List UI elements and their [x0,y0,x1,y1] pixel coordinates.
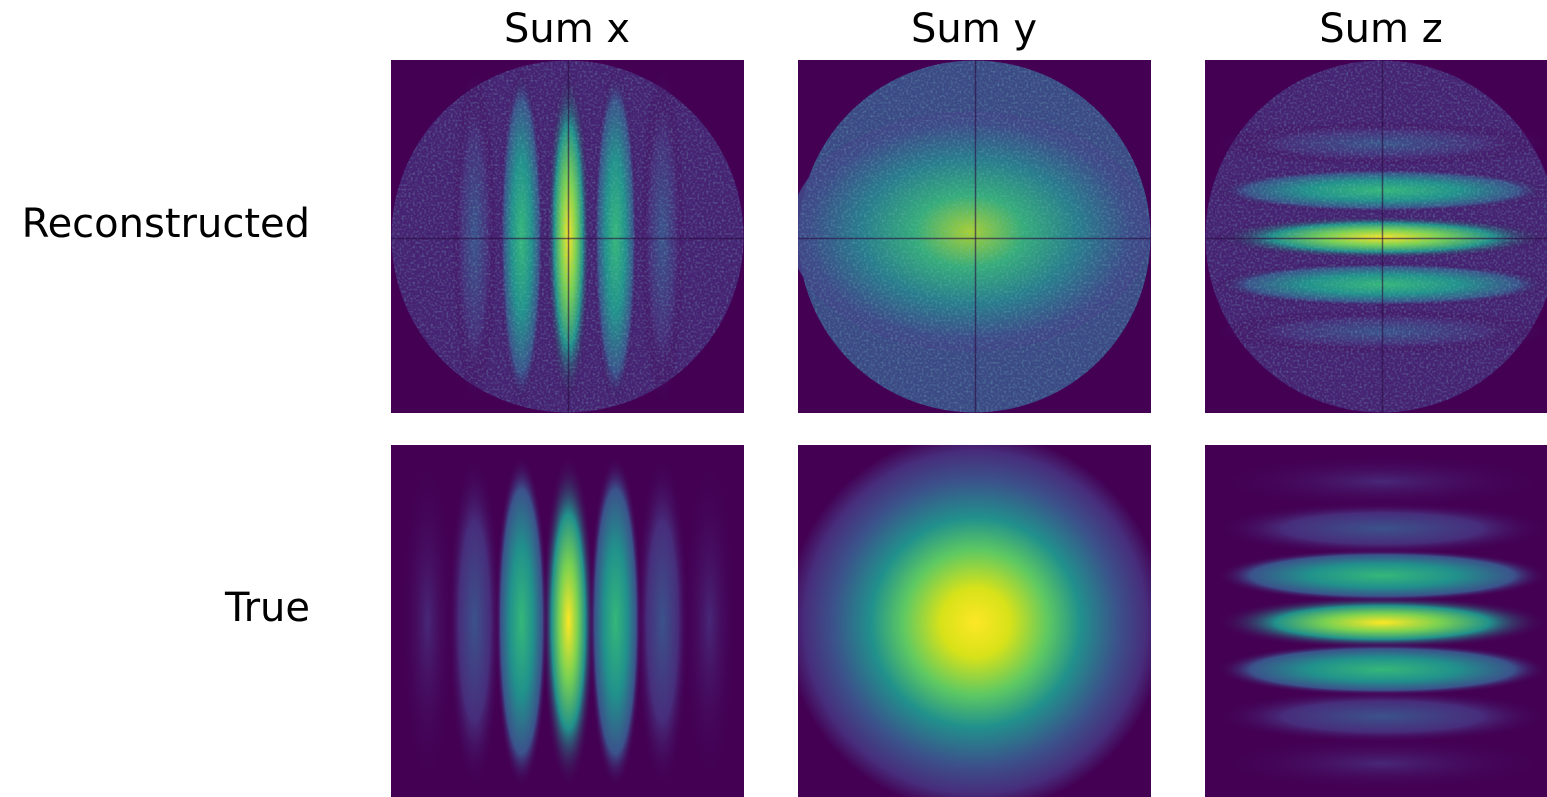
band [402,457,454,787]
panel-content [391,60,744,413]
noise [1206,61,1547,413]
row-label: Reconstructed [22,201,310,247]
panel-content [786,433,1166,797]
band [590,457,642,787]
panel-content [1205,445,1547,797]
band [1218,503,1547,555]
image-panel [391,445,744,797]
band [1218,644,1547,696]
image-panel [1205,445,1547,797]
panel-content [391,445,744,797]
image-panel [790,60,1152,413]
band [684,457,736,787]
band [449,457,501,787]
image-panel [391,60,744,413]
band [1218,738,1547,790]
image-panel [1205,60,1547,413]
panel-content [790,60,1152,413]
column-title: Sum x [504,6,630,52]
row-labels: Reconstructed True [22,201,310,631]
column-title: Sum y [911,6,1037,52]
row-label: True [224,585,310,631]
band [1218,597,1547,649]
noise [799,61,1151,413]
column-titles: Sum x Sum y Sum z [504,6,1443,52]
blob [786,433,1166,797]
band [1218,550,1547,602]
band [1218,691,1547,743]
panel-content [1205,60,1547,413]
body: Sum x Sum y Sum z Reconstructed True (()… [0,0,1547,797]
page: Figure {"columns": ["Sum x", "Sum y", "S… [0,0,1547,797]
band [1218,456,1547,508]
image-panel [786,433,1166,797]
noise [392,61,744,413]
band [543,457,595,787]
band [496,457,548,787]
column-title: Sum z [1319,6,1442,52]
band [637,457,689,787]
panels [391,60,1547,797]
figure: Sum x Sum y Sum z Reconstructed True [0,0,1547,797]
